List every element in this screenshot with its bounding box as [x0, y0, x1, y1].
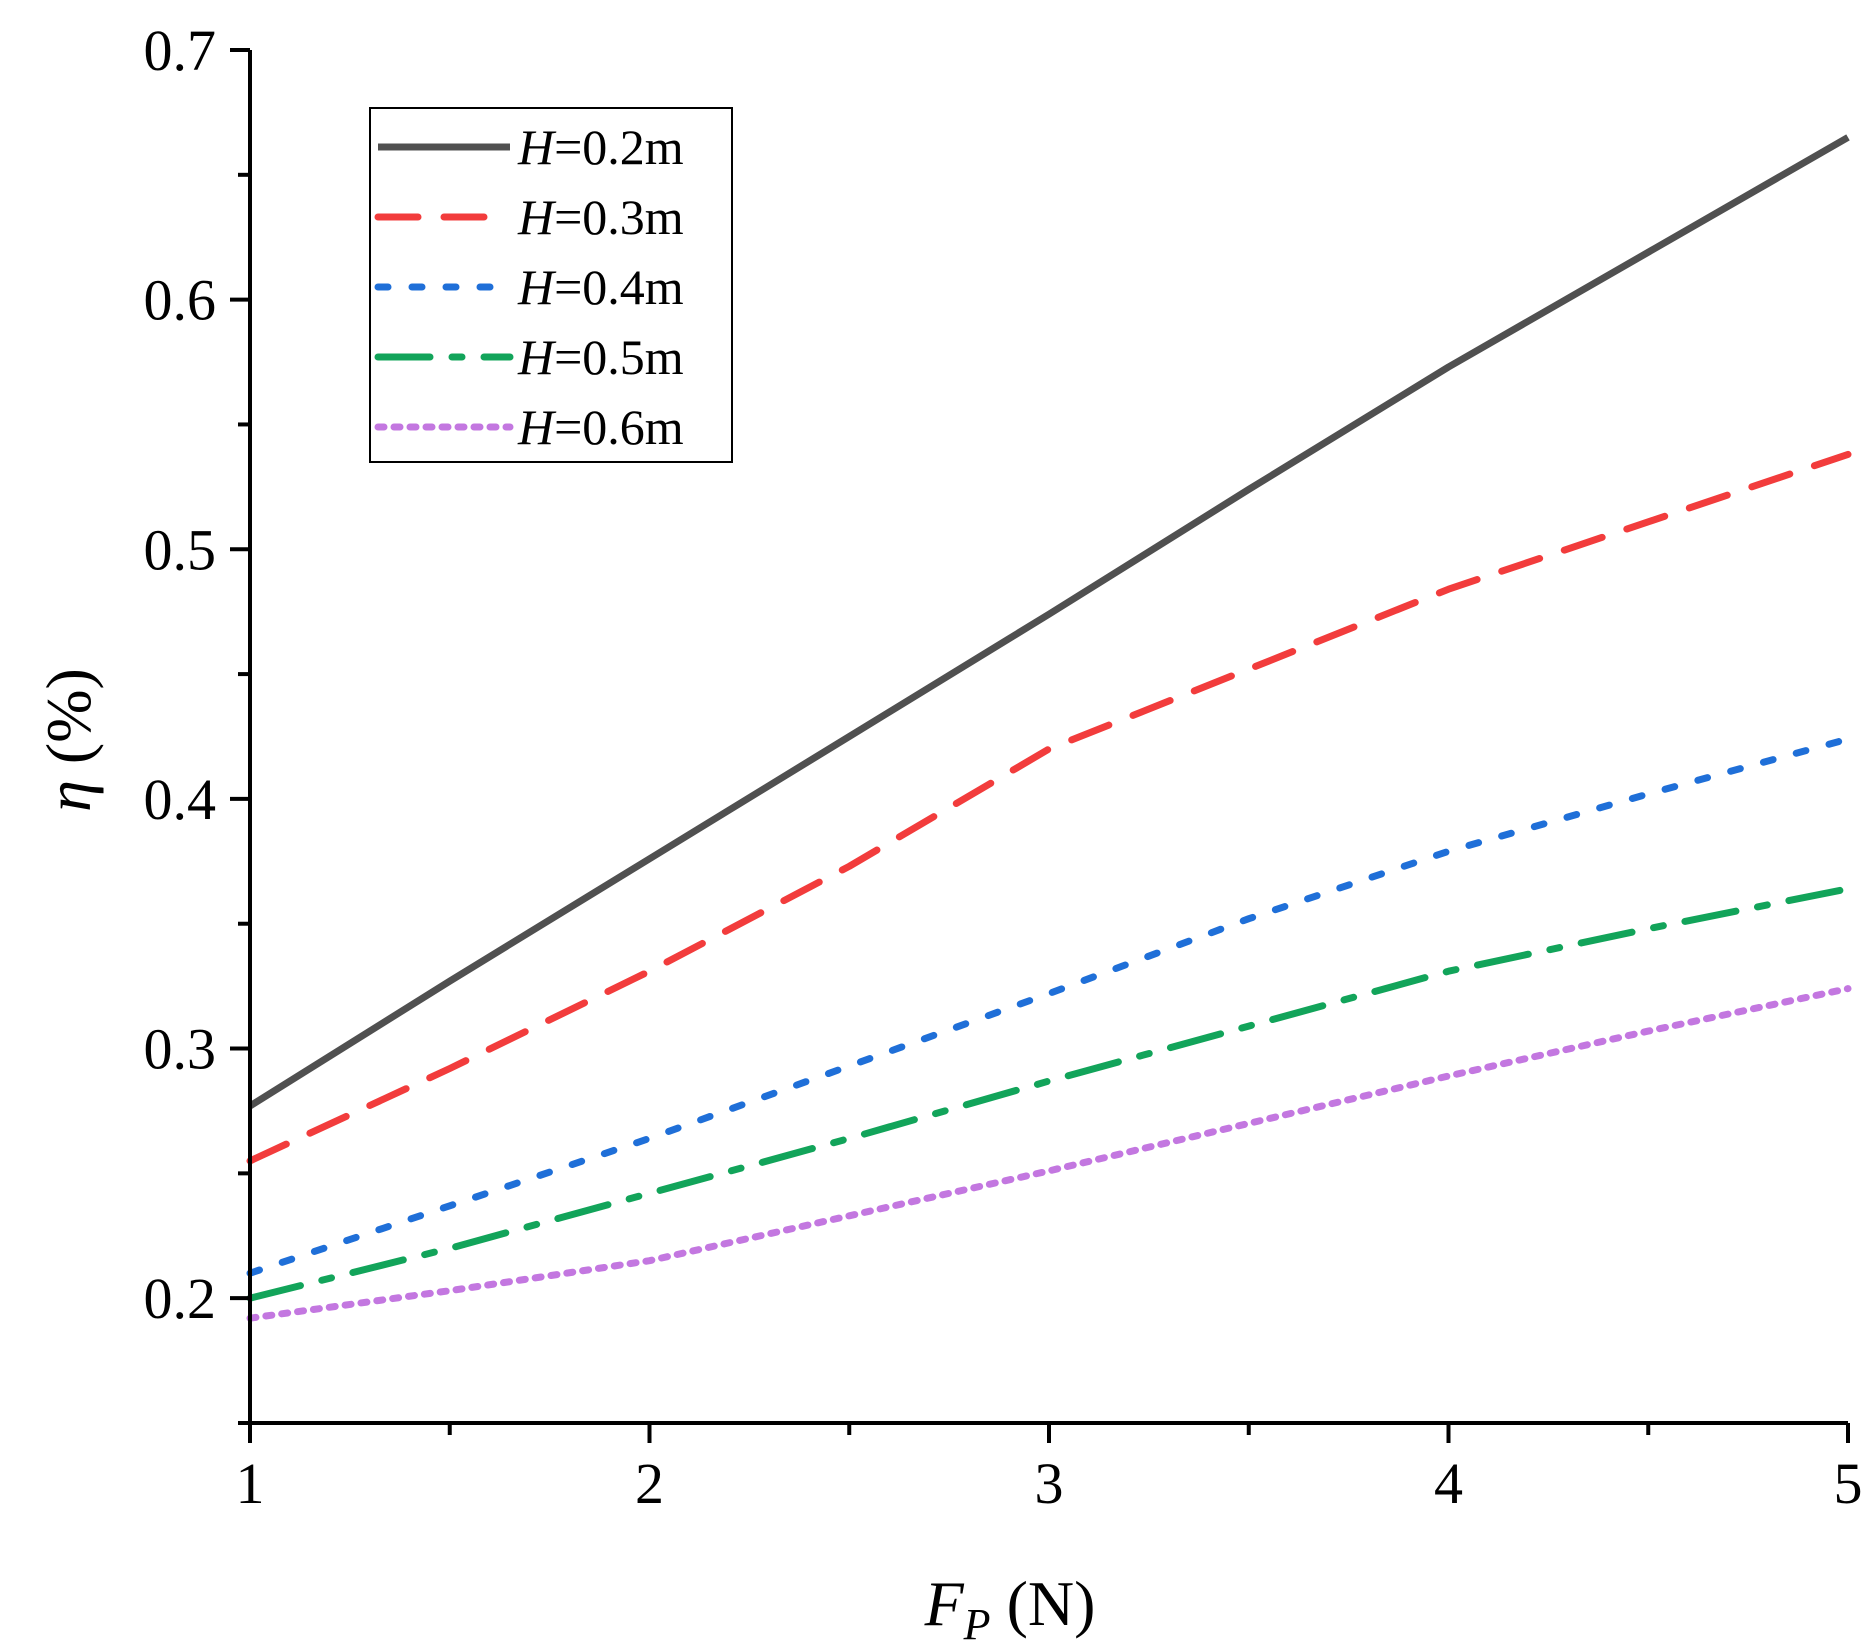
legend-label: H=0.2m	[517, 119, 684, 175]
series-layer	[246, 134, 1852, 1322]
x-tick-label: 3	[1035, 1451, 1064, 1516]
legend-label: H=0.6m	[517, 399, 684, 455]
series-line-5	[246, 985, 1852, 1322]
legend-item: H=0.5m	[374, 329, 684, 385]
y-axis-symbol: η	[33, 780, 104, 812]
legend: H=0.2m H=0.3m H=0.4m H=0.5m H=0.6m	[369, 107, 733, 463]
y-tick-label: 0.4	[144, 767, 217, 832]
x-axis-unit: (N)	[991, 1568, 1096, 1639]
x-axis-title: FP (N)	[924, 1568, 1096, 1649]
x-tick-label: 2	[635, 1451, 664, 1516]
series-line-3	[246, 735, 1852, 1277]
series-line-4	[246, 885, 1852, 1302]
series-line-1	[248, 134, 1850, 1109]
y-tick-label: 0.7	[144, 18, 217, 83]
legend-item: H=0.4m	[374, 259, 684, 315]
series-line-2	[246, 450, 1852, 1165]
y-axis-title: η (%)	[33, 668, 104, 812]
y-tick-label: 0.3	[144, 1017, 217, 1082]
y-axis-unit: (%)	[33, 668, 104, 780]
y-tick-label: 0.6	[144, 268, 217, 333]
legend-item: H=0.2m	[378, 119, 684, 175]
legend-label: H=0.4m	[517, 259, 684, 315]
y-tick-label: 0.2	[144, 1266, 217, 1331]
legend-item: H=0.6m	[374, 399, 684, 455]
legend-items: H=0.2m H=0.3m H=0.4m H=0.5m H=0.6m	[374, 119, 684, 455]
legend-label: H=0.5m	[517, 329, 684, 385]
axes	[230, 48, 1850, 1443]
x-tick-label: 5	[1834, 1451, 1863, 1516]
tick-labels: 1 2 3 4 5 0.2 0.3 0.4 0.5 0.6 0.7	[144, 18, 1863, 1516]
x-axis-symbol: F	[924, 1568, 965, 1639]
x-axis-subscript: P	[963, 1600, 991, 1649]
x-tick-label: 1	[236, 1451, 265, 1516]
y-tick-label: 0.5	[144, 517, 217, 582]
legend-frame	[369, 107, 733, 463]
legend-item: H=0.3m	[374, 189, 684, 245]
legend-label: H=0.3m	[517, 189, 684, 245]
x-tick-label: 4	[1434, 1451, 1463, 1516]
